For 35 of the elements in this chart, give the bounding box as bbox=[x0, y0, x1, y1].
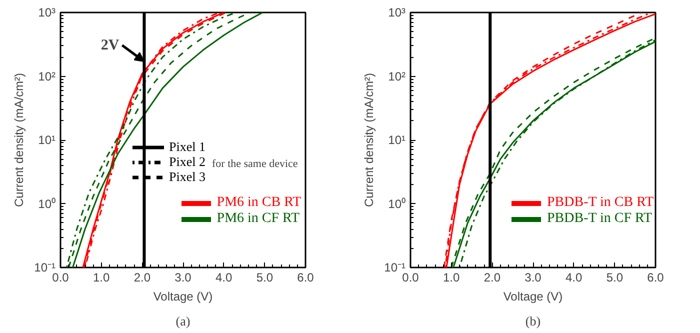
annotation: 2V bbox=[100, 37, 120, 54]
text: (a) bbox=[176, 314, 190, 328]
y-tick-label: 10¹ bbox=[38, 133, 56, 147]
x-tick-label: 1.0 bbox=[442, 270, 460, 284]
y-tick-label: 10⁰ bbox=[388, 196, 406, 211]
x-tick-label: 1.0 bbox=[92, 270, 110, 284]
x-axis-title: Voltage (V) bbox=[153, 290, 213, 304]
y-tick-label: 10³ bbox=[388, 6, 406, 20]
x-tick-label: 3.0 bbox=[524, 270, 542, 284]
y-tick-label: 10² bbox=[38, 69, 56, 84]
y-tick-label: 10¹ bbox=[388, 133, 406, 147]
annotation: Pixel 1 bbox=[169, 139, 206, 155]
legend-label: PM6 in CF RT bbox=[216, 211, 300, 227]
y-tick-label: 10⁰ bbox=[38, 196, 56, 211]
x-tick-label: 5.0 bbox=[256, 270, 274, 284]
x-tick-label: 3.0 bbox=[174, 270, 192, 284]
x-tick-label: 2.0 bbox=[484, 270, 501, 284]
x-tick-label: 4.0 bbox=[565, 270, 582, 284]
legend-label: PBDB-T in CB RT bbox=[547, 195, 654, 211]
x-tick-label: 6.0 bbox=[647, 270, 664, 284]
y-axis-title: Current density (mA/cm²) bbox=[12, 72, 26, 208]
y-tick-label: 10³ bbox=[38, 6, 56, 20]
x-tick-label: 2.0 bbox=[134, 270, 151, 284]
x-axis-title: Voltage (V) bbox=[503, 290, 563, 304]
legend-label: PM6 in CB RT bbox=[216, 195, 302, 211]
annotation: Pixel 2 bbox=[169, 154, 206, 170]
x-tick-label: 6.0 bbox=[297, 270, 314, 284]
text: (b) bbox=[525, 314, 541, 328]
y-tick-label: 10² bbox=[388, 69, 406, 84]
annotation: Pixel 3 bbox=[169, 169, 206, 185]
annotation: for the same device bbox=[212, 158, 298, 170]
y-axis-title: Current density (mA/cm²) bbox=[362, 72, 376, 208]
x-tick-label: 4.0 bbox=[215, 270, 232, 284]
legend-label: PBDB-T in CF RT bbox=[547, 211, 652, 227]
x-tick-label: 5.0 bbox=[606, 270, 624, 284]
